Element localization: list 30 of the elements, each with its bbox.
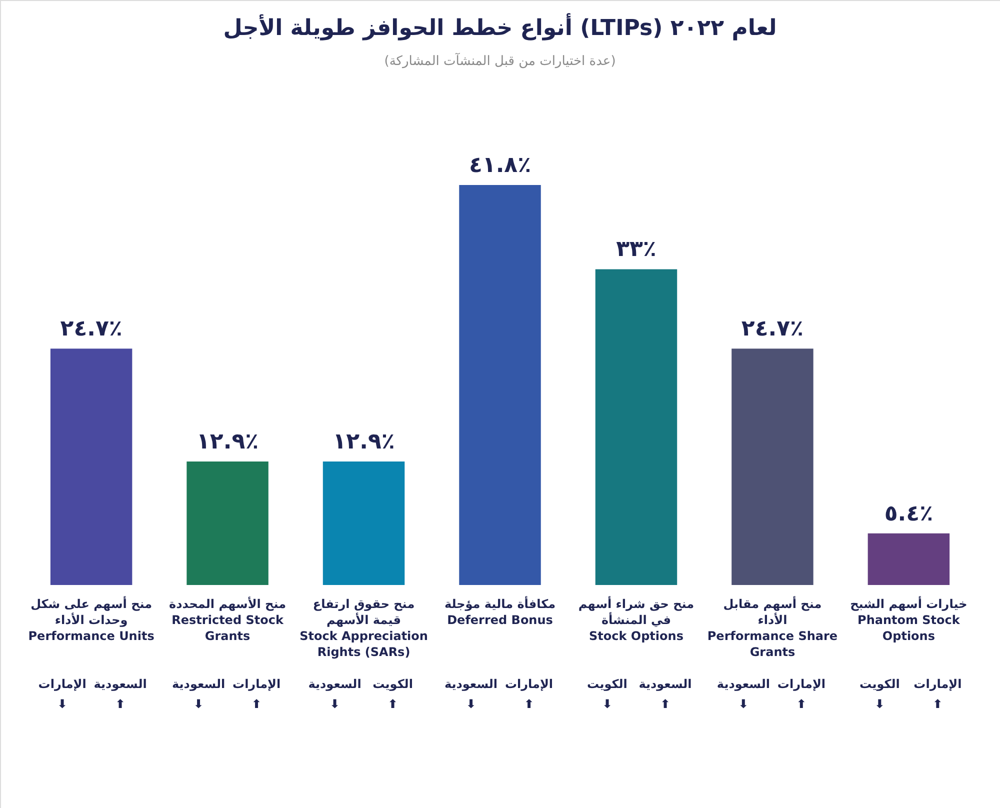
text: السعودية ⬇ (716, 677, 770, 711)
data-label: ٣٣٪ (616, 237, 656, 262)
text: الإمارات ⬆ (777, 677, 826, 711)
bar (868, 533, 950, 585)
data-label: ٢٤.٧٪ (741, 316, 804, 342)
bar (459, 185, 541, 585)
data-label: ١٢.٩٪ (196, 430, 259, 455)
data-label: ٥.٤٪ (884, 501, 934, 526)
data-label: ١٢.٩٪ (332, 430, 395, 455)
text: الإمارات ⬆ (914, 677, 962, 711)
text: السعودية ⬆ (94, 677, 147, 711)
data-label: ٢٤.٧٪ (60, 316, 122, 342)
text: السعودية ⬇ (444, 677, 498, 711)
text: الإمارات ⬆ (504, 677, 554, 711)
text: الكويت ⬇ (860, 677, 900, 711)
text: السعودية ⬇ (308, 677, 362, 711)
data-label: ٤١.٨٪ (468, 153, 532, 178)
text: الإمارات ⬇ (38, 677, 86, 711)
bar (595, 269, 678, 585)
text: السعودية ⬇ (172, 677, 226, 711)
text: الإمارات ⬆ (232, 677, 281, 711)
text: السعودية ⬆ (638, 677, 692, 711)
bar (186, 462, 268, 585)
bar (322, 462, 405, 585)
chart-title: أنواع خطط الحوافز طويلة الأجل (LTIPs) لعام ٢٠٢٢ (223, 13, 777, 41)
bar (50, 348, 132, 585)
chart-subtitle: (عدة اختيارات من قبل المنشآت المشاركة) (384, 52, 616, 69)
bar (732, 348, 814, 585)
text: الكويت ⬇ (587, 677, 628, 711)
text: الكويت ⬆ (372, 677, 413, 711)
